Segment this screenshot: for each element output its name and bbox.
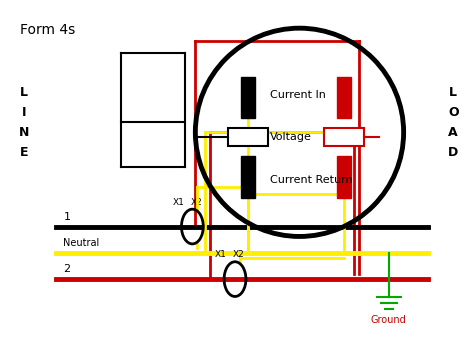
Bar xyxy=(228,128,268,146)
Text: Current Return: Current Return xyxy=(270,175,352,185)
Text: 1: 1 xyxy=(64,212,71,222)
Text: N: N xyxy=(18,126,29,139)
Text: A: A xyxy=(448,126,458,139)
Text: Ground: Ground xyxy=(371,315,407,325)
Text: 2: 2 xyxy=(64,264,71,274)
Bar xyxy=(324,128,364,146)
FancyBboxPatch shape xyxy=(241,77,255,118)
Text: Voltage: Voltage xyxy=(270,132,311,142)
Text: E: E xyxy=(19,146,28,159)
Text: Current In: Current In xyxy=(270,90,326,100)
Text: O: O xyxy=(448,106,458,119)
FancyBboxPatch shape xyxy=(241,156,255,198)
Text: Form 4s: Form 4s xyxy=(20,23,75,37)
Text: X1: X1 xyxy=(173,198,184,207)
Text: X2: X2 xyxy=(191,198,202,207)
Text: X2: X2 xyxy=(233,250,245,259)
FancyBboxPatch shape xyxy=(337,156,351,198)
FancyBboxPatch shape xyxy=(337,77,351,118)
Text: L: L xyxy=(449,86,457,99)
Text: X1: X1 xyxy=(215,250,227,259)
Text: L: L xyxy=(20,86,28,99)
Text: Neutral: Neutral xyxy=(64,238,100,248)
Text: D: D xyxy=(448,146,458,159)
Text: I: I xyxy=(21,106,26,119)
